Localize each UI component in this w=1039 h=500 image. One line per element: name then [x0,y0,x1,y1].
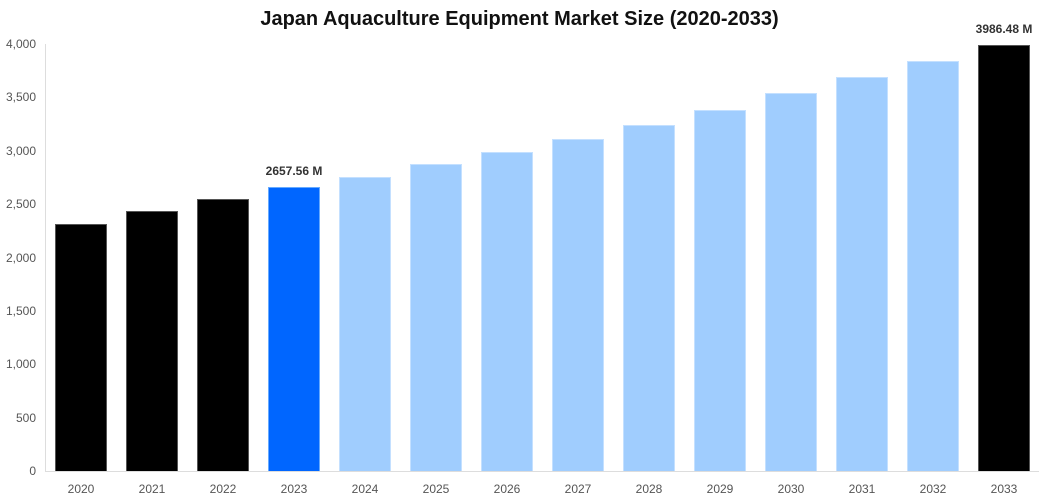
x-tick-label: 2033 [990,482,1018,496]
bar-2031[interactable] [836,76,888,471]
bar-2021[interactable] [126,210,178,471]
bar-2023[interactable] [268,187,320,471]
bar-2029[interactable] [694,109,746,471]
bar-2030[interactable] [765,92,817,471]
x-axis-line [45,471,1039,472]
bar-2024[interactable] [339,177,391,471]
bar-2027[interactable] [552,139,604,471]
bar-2022[interactable] [197,199,249,471]
bar-2028[interactable] [623,125,675,471]
x-tick-label: 2032 [919,482,947,496]
x-tick-label: 2028 [635,482,663,496]
x-tick-label: 2021 [138,482,166,496]
x-tick-label: 2029 [706,482,734,496]
y-tick-label: 500 [15,410,36,425]
x-tick-label: 2027 [564,482,592,496]
x-tick-label: 2020 [67,482,95,496]
data-label-2033: 3986.48 M [975,22,1033,37]
bar-2032[interactable] [907,60,959,471]
x-tick-label: 2022 [209,482,237,496]
chart-title: Japan Aquaculture Equipment Market Size … [260,8,779,30]
bar-2026[interactable] [481,152,533,471]
x-tick-label: 2024 [351,482,379,496]
y-tick-label: 2,000 [5,250,36,265]
x-tick-label: 2031 [848,482,876,496]
bar-2020[interactable] [55,223,107,471]
y-axis-line [45,44,46,471]
y-tick-label: 1,000 [5,357,36,372]
y-tick-label: 1,500 [5,303,36,318]
x-tick-label: 2025 [422,482,450,496]
bar-2033[interactable] [978,45,1030,471]
x-tick-label: 2026 [493,482,521,496]
y-tick-label: 4,000 [5,37,36,51]
y-tick-label: 2,500 [5,197,36,212]
y-tick-label: 3,000 [5,143,36,158]
data-label-2023: 2657.56 M [265,164,323,179]
x-tick-label: 2023 [280,482,308,496]
x-tick-label: 2030 [777,482,805,496]
y-tick-label: 0 [29,464,36,478]
y-tick-label: 3,500 [5,90,36,105]
bar-2025[interactable] [410,163,462,471]
